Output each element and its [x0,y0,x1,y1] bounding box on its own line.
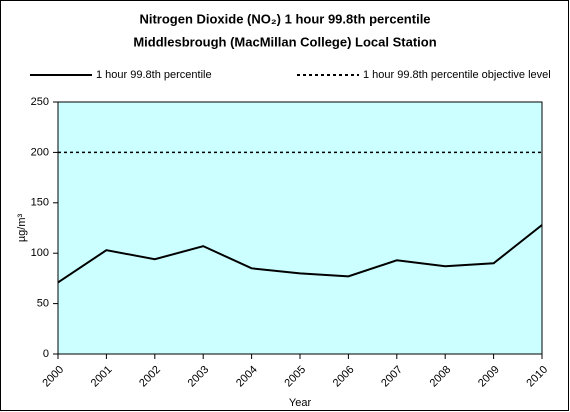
plot-area [57,101,543,355]
y-tick-label: 50 [37,298,49,310]
series-line [57,224,543,284]
legend-label: 1 hour 99.8th percentile [96,69,212,81]
legend-label: 1 hour 99.8th percentile objective level [363,69,551,81]
x-axis-label: Year [289,397,312,409]
y-tick-label: 150 [31,197,49,209]
y-tick-label: 0 [43,348,49,360]
chart-title: Nitrogen Dioxide (NO₂) 1 hour 99.8th per… [139,11,430,26]
y-tick-label: 100 [31,247,49,259]
chart-subtitle: Middlesbrough (MacMillan College) Local … [133,34,436,49]
y-tick-label: 200 [31,146,49,158]
y-tick-label: 250 [31,96,49,108]
y-axis-label: µg/m³ [16,213,28,242]
